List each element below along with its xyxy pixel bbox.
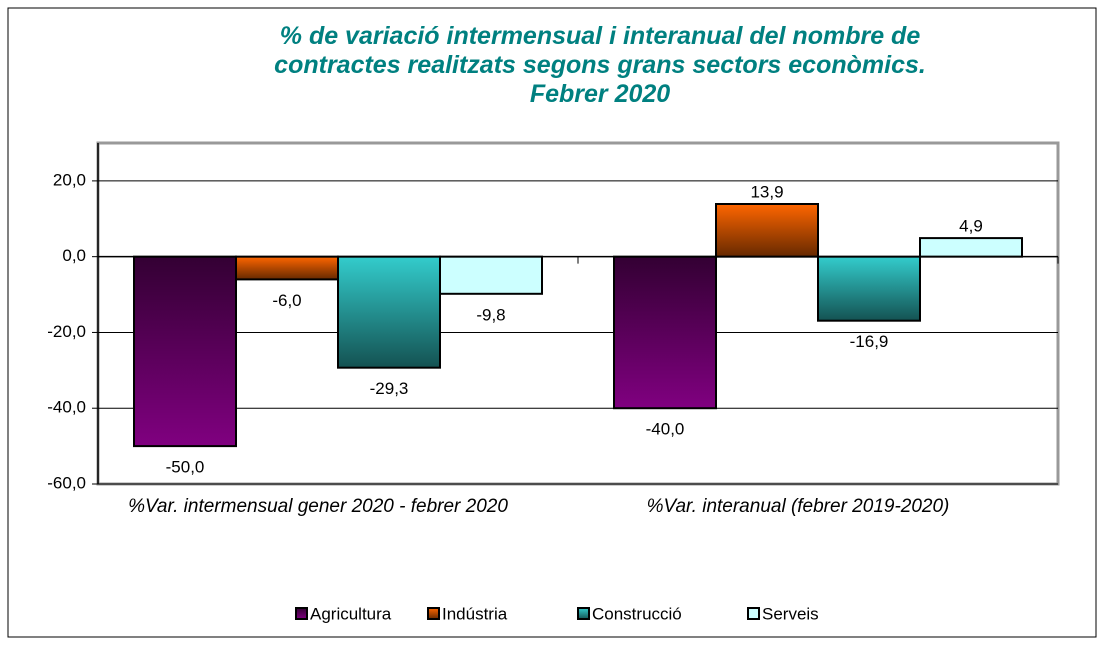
chart-title: % de variació intermensual i interanual … bbox=[274, 22, 926, 108]
x-tick-label: %Var. interanual (febrer 2019-2020) bbox=[646, 496, 950, 517]
data-label: -40,0 bbox=[646, 420, 685, 439]
bar bbox=[613, 255, 717, 410]
data-label: -29,3 bbox=[370, 379, 409, 398]
bar bbox=[337, 255, 441, 369]
y-tick-label: -20,0 bbox=[47, 322, 86, 341]
bar bbox=[817, 255, 921, 322]
legend-label: Serveis bbox=[762, 604, 819, 623]
y-tick-label: -60,0 bbox=[47, 473, 86, 492]
bar bbox=[919, 237, 1023, 258]
bar bbox=[235, 255, 339, 281]
y-tick-label: 20,0 bbox=[53, 170, 86, 189]
bar bbox=[439, 255, 543, 295]
legend-label: Indústria bbox=[442, 604, 508, 623]
data-label: -16,9 bbox=[850, 332, 889, 351]
data-label: 13,9 bbox=[750, 182, 783, 201]
data-label: -9,8 bbox=[476, 305, 505, 324]
data-label: -50,0 bbox=[166, 458, 205, 477]
legend-swatch bbox=[427, 607, 440, 620]
data-label: 4,9 bbox=[959, 217, 983, 236]
data-label: -6,0 bbox=[272, 291, 301, 310]
legend-swatch bbox=[295, 607, 308, 620]
y-tick-label: 0,0 bbox=[62, 246, 86, 265]
legend-swatch bbox=[747, 607, 760, 620]
bar bbox=[715, 203, 819, 258]
x-tick-label: %Var. intermensual gener 2020 - febrer 2… bbox=[128, 496, 508, 517]
y-tick-label: -40,0 bbox=[47, 398, 86, 417]
bar bbox=[133, 255, 237, 448]
legend-swatch bbox=[577, 607, 590, 620]
legend-label: Construcció bbox=[592, 604, 682, 623]
legend-label: Agricultura bbox=[310, 604, 392, 623]
